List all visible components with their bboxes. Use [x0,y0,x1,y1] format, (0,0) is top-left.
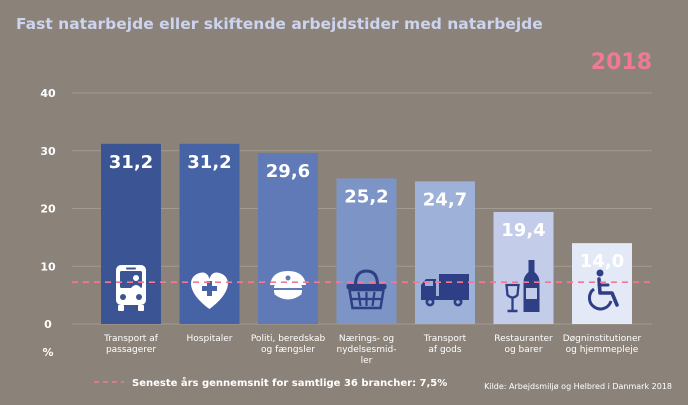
chart-title: Fast natarbejde eller skiftende arbejdst… [16,15,543,33]
y-tick-label: 0 [44,318,52,331]
category-label-line: af gods [428,345,461,355]
category-label: Nærings- og nydelsesmid-ler [337,334,397,366]
category-label-line: Transport [423,334,467,344]
y-axis-unit-label: % [42,346,53,359]
category-label-line: Hospitaler [187,334,233,344]
category-label: Transport af gods [423,334,467,355]
bar-value-label: 25,2 [344,186,388,207]
category-label-line: og hjemmepleje [566,345,639,355]
category-label-line: og fængsler [261,345,315,355]
y-tick-label: 10 [40,260,56,273]
category-label-line: Døgninstitutioner [563,334,642,344]
bar-value-label: 19,4 [501,220,545,241]
bar-group: 14,0 [572,243,632,324]
category-label: Hospitaler [187,334,233,344]
y-tick-label: 40 [40,87,56,100]
bar-group: 25,2 [336,178,397,324]
bar-group: 19,4 [493,211,554,324]
category-label-line: Politi, beredskab [251,334,326,344]
y-tick-label: 20 [40,203,56,216]
bar-value-label: 29,6 [266,161,310,182]
bar-value-label: 14,0 [580,251,624,272]
category-label: Transport af passagerer [103,334,159,355]
bar-value-label: 31,2 [187,152,231,173]
legend-label: Seneste års gennemsnit for samtlige 36 b… [132,376,447,389]
category-label-line: og barer [504,345,542,355]
category-label-line: nydelsesmid- [337,345,397,355]
category-label: Døgninstitutioner og hjemmepleje [563,334,642,355]
category-label-line: passagerer [106,345,156,355]
source-note: Kilde: Arbejdsmiljø og Helbred i Danmark… [484,382,672,391]
bar-group: 29,6 [258,153,318,324]
bar-group: 31,2 [101,143,161,324]
category-label: Politi, beredskab og fængsler [251,334,326,355]
category-label-line: Restauranter [494,334,553,344]
bar-value-label: 24,7 [423,189,467,210]
year-label: 2018 [591,50,652,75]
category-labels: Transport af passagerer Hospitaler Politi, … [103,334,641,366]
bars: 31,2 31,2 29,6 25,2 24,7 19,4 14,0 [101,143,632,324]
bar [415,181,475,324]
category-label-line: Nærings- og [339,334,394,344]
bar-group: 24,7 [415,181,475,324]
bus-icon [116,265,146,311]
legend: Seneste års gennemsnit for samtlige 36 b… [94,376,447,389]
category-label-line: ler [361,356,373,366]
category-label: Restauranter og barer [494,334,553,355]
bar-value-label: 31,2 [109,152,153,173]
y-tick-label: 30 [40,145,56,158]
category-label-line: Transport af [103,334,159,344]
y-axis-ticks: 0 10 20 30 40 [40,87,56,331]
bar-group: 31,2 [179,143,240,324]
